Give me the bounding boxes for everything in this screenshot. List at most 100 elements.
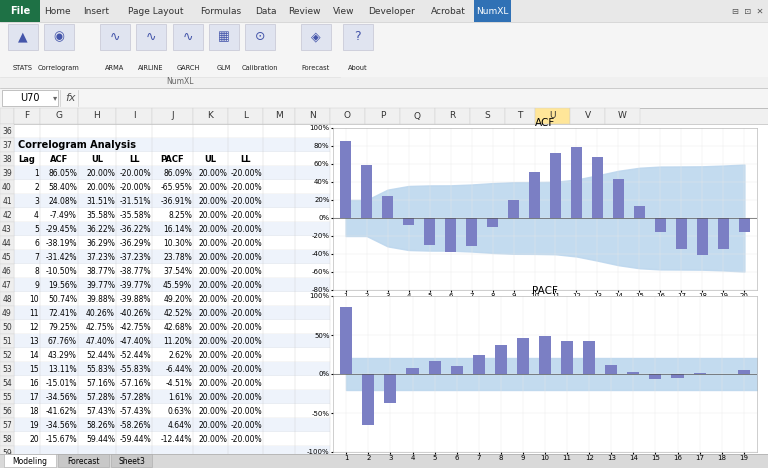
Text: 67.76%: 67.76% <box>48 336 77 345</box>
Text: 51: 51 <box>2 336 12 345</box>
Bar <box>0 138 14 152</box>
Text: 57: 57 <box>2 421 12 430</box>
Text: Sheet3: Sheet3 <box>118 456 145 466</box>
Bar <box>0 292 14 306</box>
Bar <box>14 152 330 166</box>
Text: -55.83%: -55.83% <box>119 365 151 373</box>
Text: P: P <box>380 111 386 120</box>
Text: Page Layout: Page Layout <box>128 7 184 15</box>
Text: 20.00%: 20.00% <box>198 253 227 262</box>
Bar <box>340 307 353 374</box>
Text: Formulas: Formulas <box>200 7 242 15</box>
Text: 39.77%: 39.77% <box>86 280 115 290</box>
Text: 42.68%: 42.68% <box>164 322 192 331</box>
Text: O: O <box>344 111 351 120</box>
Text: 4.64%: 4.64% <box>168 421 192 430</box>
Bar <box>570 108 605 124</box>
Bar <box>116 108 152 124</box>
Text: -20.00%: -20.00% <box>230 294 262 304</box>
Text: -40.26%: -40.26% <box>119 308 151 317</box>
Bar <box>14 208 330 222</box>
Text: ?: ? <box>354 30 361 44</box>
Bar <box>671 374 684 378</box>
Text: I: I <box>133 111 135 120</box>
Text: 2.62%: 2.62% <box>168 351 192 359</box>
Text: -20.00%: -20.00% <box>230 336 262 345</box>
Bar <box>0 376 14 390</box>
Bar <box>517 338 529 374</box>
Text: -34.56%: -34.56% <box>45 421 77 430</box>
Text: M: M <box>275 111 283 120</box>
Bar <box>14 348 330 362</box>
Text: -20.00%: -20.00% <box>230 379 262 388</box>
Text: PACF: PACF <box>161 154 184 163</box>
Bar <box>0 264 14 278</box>
Bar <box>14 404 330 418</box>
Bar <box>58 454 109 467</box>
Bar <box>591 157 603 218</box>
Bar <box>0 124 14 138</box>
Text: ⊙: ⊙ <box>255 30 265 44</box>
Text: STATS: STATS <box>13 65 33 71</box>
Text: NumXL: NumXL <box>476 7 509 15</box>
Text: ◈: ◈ <box>311 30 320 44</box>
Bar <box>14 306 330 320</box>
Text: 42: 42 <box>2 211 12 219</box>
Text: UL: UL <box>91 154 103 163</box>
Text: -20.00%: -20.00% <box>230 322 262 331</box>
Bar <box>40 108 78 124</box>
Bar <box>717 218 729 249</box>
Text: 20.00%: 20.00% <box>198 294 227 304</box>
Title: ACF: ACF <box>535 118 555 128</box>
Text: 20.00%: 20.00% <box>198 168 227 177</box>
Text: H: H <box>94 111 101 120</box>
Bar <box>613 179 624 218</box>
Bar <box>14 194 330 208</box>
Text: 72.41%: 72.41% <box>48 308 77 317</box>
Bar <box>245 24 275 50</box>
Text: -15.67%: -15.67% <box>45 434 77 444</box>
Text: Developer: Developer <box>368 7 415 15</box>
Bar <box>330 108 365 124</box>
Text: 20.00%: 20.00% <box>198 322 227 331</box>
Text: About: About <box>348 65 367 71</box>
Bar <box>0 320 14 334</box>
Text: 3: 3 <box>34 197 39 205</box>
Text: 50.74%: 50.74% <box>48 294 77 304</box>
Text: 55.83%: 55.83% <box>86 365 115 373</box>
Text: ACF: ACF <box>50 154 68 163</box>
Bar <box>0 180 14 194</box>
Text: 53: 53 <box>2 365 12 373</box>
Text: -4.51%: -4.51% <box>165 379 192 388</box>
Text: -39.88%: -39.88% <box>120 294 151 304</box>
Text: -20.00%: -20.00% <box>230 421 262 430</box>
Text: Acrobat: Acrobat <box>430 7 465 15</box>
Bar <box>424 218 435 244</box>
Text: 7: 7 <box>34 253 39 262</box>
Bar <box>505 108 535 124</box>
Text: 16: 16 <box>29 379 39 388</box>
Text: GARCH: GARCH <box>177 65 200 71</box>
Text: 4: 4 <box>34 211 39 219</box>
Text: -57.16%: -57.16% <box>119 379 151 388</box>
Text: Forecast: Forecast <box>67 456 100 466</box>
Bar <box>14 138 330 152</box>
Bar <box>474 0 511 22</box>
Text: 57.28%: 57.28% <box>86 393 115 402</box>
Bar <box>14 376 330 390</box>
Text: fx: fx <box>65 93 75 103</box>
Bar <box>0 334 14 348</box>
Text: 36.22%: 36.22% <box>86 225 115 234</box>
Bar <box>111 454 152 467</box>
Text: 19: 19 <box>29 421 39 430</box>
Text: 20.00%: 20.00% <box>86 168 115 177</box>
Text: 5: 5 <box>34 225 39 234</box>
Bar <box>300 24 330 50</box>
Text: ∿: ∿ <box>183 30 194 44</box>
Text: 41: 41 <box>2 197 12 205</box>
Text: -20.00%: -20.00% <box>230 351 262 359</box>
Bar <box>400 108 435 124</box>
Text: 39: 39 <box>2 168 12 177</box>
Text: Correlogram Analysis: Correlogram Analysis <box>18 140 136 150</box>
Title: PACF: PACF <box>532 286 558 296</box>
